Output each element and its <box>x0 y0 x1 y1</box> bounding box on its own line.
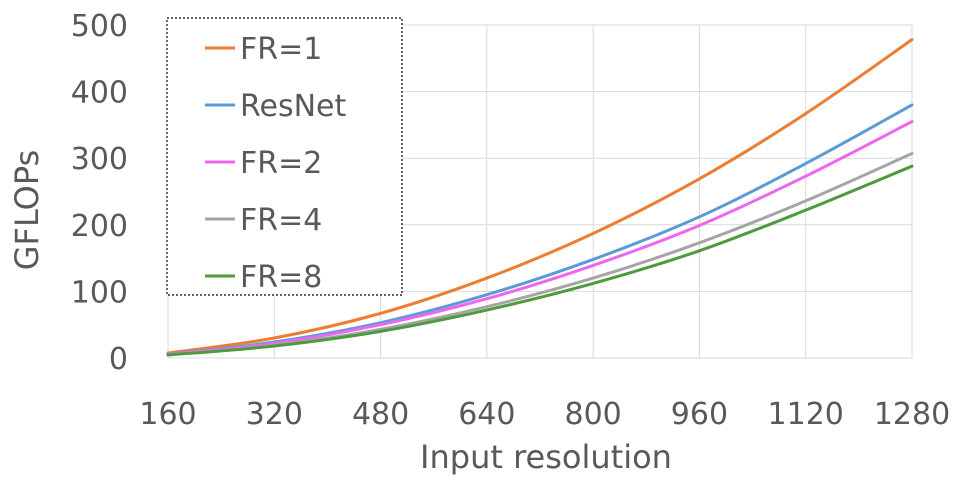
legend: FR=1 ResNet FR=2 FR=4 FR=8 <box>166 17 403 296</box>
x-tick-label: 160 <box>139 397 196 432</box>
series-line-fr-2 <box>166 120 914 356</box>
y-tick-label: 400 <box>71 76 128 111</box>
x-tick-label: 320 <box>246 397 303 432</box>
x-tick-label: 1280 <box>874 397 950 432</box>
y-tick-label: 0 <box>109 342 128 377</box>
x-tick-label: 960 <box>671 397 728 432</box>
x-axis-title: Input resolution <box>420 438 672 476</box>
legend-label: ResNet <box>240 89 346 124</box>
y-axis-title: GFLOPs <box>8 150 46 270</box>
legend-label: FR=4 <box>240 203 322 238</box>
x-tick-label: 480 <box>352 397 409 432</box>
x-tick-label: 800 <box>565 397 622 432</box>
legend-label: FR=1 <box>240 32 322 67</box>
legend-label: FR=2 <box>240 146 322 181</box>
x-tick-label: 1120 <box>768 397 844 432</box>
series-line-fr-8 <box>166 164 914 357</box>
y-tick-label: 500 <box>71 9 128 44</box>
y-tick-label: 300 <box>71 142 128 177</box>
legend-label: FR=8 <box>240 260 322 295</box>
x-tick-label: 640 <box>458 397 515 432</box>
y-tick-label: 100 <box>71 275 128 310</box>
series-lines <box>166 38 914 357</box>
x-axis-tick-labels: 160 320 480 640 800 960 1120 1280 <box>139 397 950 432</box>
series-line-fr-1 <box>166 38 914 355</box>
y-axis-tick-labels: 0 100 200 300 400 500 <box>71 9 128 377</box>
y-tick-label: 200 <box>71 209 128 244</box>
legend-box <box>166 17 403 296</box>
